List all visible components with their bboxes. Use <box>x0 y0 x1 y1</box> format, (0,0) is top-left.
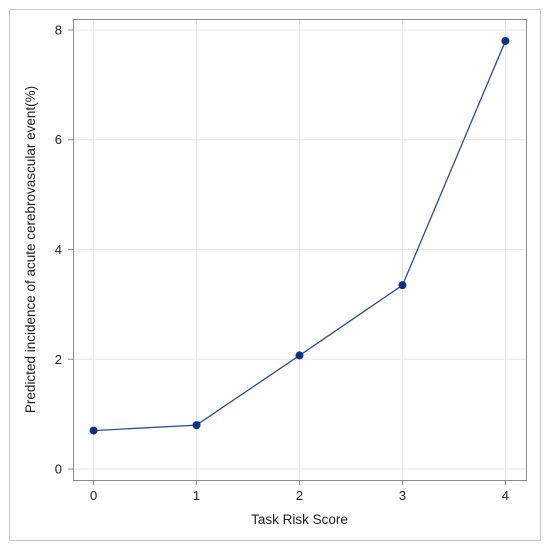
outer-border <box>9 9 541 541</box>
y-tick-label: 4 <box>55 242 62 257</box>
x-tick-label: 3 <box>399 488 406 503</box>
y-tick-label: 6 <box>55 132 62 147</box>
x-tick-label: 4 <box>502 488 509 503</box>
data-points <box>89 36 510 435</box>
data-point <box>398 281 407 290</box>
grid-lines <box>73 19 526 480</box>
x-tick-label: 0 <box>90 488 97 503</box>
x-tick-label: 2 <box>296 488 303 503</box>
y-tick-label: 2 <box>55 352 62 367</box>
y-axis-label: Predicted incidence of acute cerebrovasc… <box>23 86 38 413</box>
y-tick-label: 8 <box>55 22 62 37</box>
axis-ticks <box>68 29 506 485</box>
data-point <box>89 426 98 435</box>
data-point <box>501 36 510 45</box>
tick-labels: 0 1 2 3 4 0 2 4 6 8 <box>55 22 509 503</box>
x-tick-label: 1 <box>193 488 200 503</box>
x-axis-label: Task Risk Score <box>251 512 348 527</box>
data-point <box>295 351 304 360</box>
y-tick-label: 0 <box>55 462 62 477</box>
data-point <box>192 421 201 430</box>
